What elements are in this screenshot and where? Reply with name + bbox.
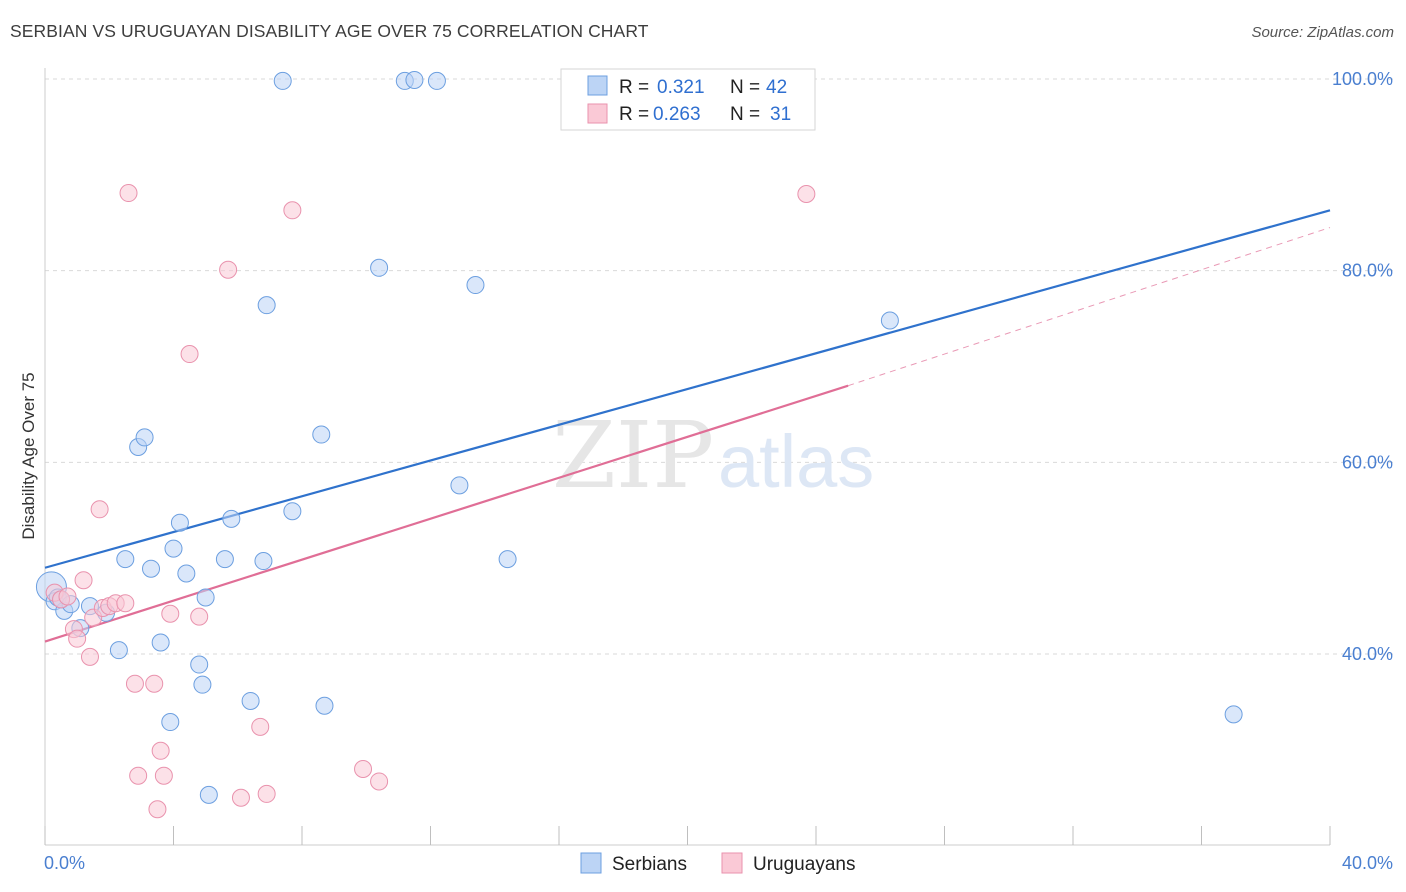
legend-series: Serbians Uruguayans xyxy=(580,852,855,875)
point-uruguayans xyxy=(74,571,93,590)
point-uruguayans xyxy=(125,674,144,693)
point-uruguayans xyxy=(180,345,199,364)
point-serbians xyxy=(135,428,154,447)
point-serbians xyxy=(370,258,389,277)
point-serbians xyxy=(450,476,469,495)
point-uruguayans xyxy=(219,260,238,279)
point-serbians xyxy=(161,713,180,732)
y-axis-label: Disability Age Over 75 xyxy=(19,372,38,539)
data-points xyxy=(35,70,1243,819)
point-uruguayans xyxy=(145,674,164,693)
point-uruguayans xyxy=(68,629,87,648)
legend-bottom-swatch-serbians xyxy=(580,852,602,874)
point-uruguayans xyxy=(148,800,167,819)
point-serbians xyxy=(257,296,276,315)
point-serbians xyxy=(880,311,899,330)
y-tick-label-100: 100.0% xyxy=(1332,69,1393,89)
point-uruguayans xyxy=(370,772,389,791)
legend-r-label-uruguayans: R = xyxy=(619,104,649,125)
point-serbians xyxy=(199,785,218,804)
point-serbians xyxy=(177,564,196,583)
legend-swatch-uruguayans xyxy=(587,103,608,124)
trend-line-uruguayans xyxy=(44,384,849,643)
grid-lines xyxy=(45,78,1393,655)
point-uruguayans xyxy=(283,201,302,220)
legend-r-value-uruguayans: 0.263 xyxy=(653,104,701,125)
point-serbians xyxy=(315,696,334,715)
point-uruguayans xyxy=(354,760,373,778)
point-serbians xyxy=(405,70,424,89)
legend-bottom-swatch-uruguayans xyxy=(721,852,743,874)
point-serbians xyxy=(215,550,234,569)
point-serbians xyxy=(196,588,215,607)
point-serbians xyxy=(498,550,517,569)
chart-title: SERBIAN VS URUGUAYAN DISABILITY AGE OVER… xyxy=(10,21,649,41)
point-serbians xyxy=(142,559,161,578)
point-uruguayans xyxy=(251,717,270,736)
axes xyxy=(44,68,1331,846)
point-serbians xyxy=(170,513,189,532)
point-serbians xyxy=(283,502,302,521)
legend-r-label-serbians: R = xyxy=(619,77,649,98)
point-uruguayans xyxy=(80,647,99,666)
point-uruguayans xyxy=(58,587,77,606)
point-uruguayans xyxy=(129,766,148,785)
point-serbians xyxy=(190,655,209,674)
watermark-atlas: atlas xyxy=(718,420,874,503)
y-tick-label-80: 80.0% xyxy=(1342,261,1393,281)
point-serbians xyxy=(193,675,212,694)
point-serbians xyxy=(1224,705,1243,724)
legend-bottom-label-uruguayans: Uruguayans xyxy=(753,854,855,875)
y-tick-labels: 40.0% 60.0% 80.0% 100.0% xyxy=(1332,69,1393,664)
point-uruguayans xyxy=(116,594,135,613)
point-uruguayans xyxy=(161,604,180,623)
point-uruguayans xyxy=(154,766,173,785)
point-serbians xyxy=(109,641,128,660)
point-serbians xyxy=(427,71,446,90)
legend-n-value-uruguayans: 31 xyxy=(770,104,791,125)
y-tick-label-40: 40.0% xyxy=(1342,644,1393,664)
legend-n-label-uruguayans: N = xyxy=(730,104,760,125)
point-serbians xyxy=(273,71,292,90)
y-tick-label-60: 60.0% xyxy=(1342,452,1393,472)
point-serbians xyxy=(241,691,260,710)
point-serbians xyxy=(116,550,135,569)
point-uruguayans xyxy=(257,784,276,803)
x-tick-label-max: 40.0% xyxy=(1342,853,1393,873)
source-label: Source: ZipAtlas.com xyxy=(1251,24,1394,41)
trend-line-serbians xyxy=(44,209,1331,569)
point-serbians xyxy=(312,425,331,444)
legend-n-value-serbians: 42 xyxy=(766,77,787,98)
point-serbians xyxy=(254,552,273,571)
point-uruguayans xyxy=(119,184,138,203)
point-uruguayans xyxy=(90,500,109,519)
trend-line-uruguayans-extrapolated xyxy=(847,227,1331,387)
legend-bottom-label-serbians: Serbians xyxy=(612,854,687,875)
legend-r-value-serbians: 0.321 xyxy=(657,77,705,98)
point-serbians xyxy=(466,276,485,295)
point-uruguayans xyxy=(797,185,816,203)
legend-n-label-serbians: N = xyxy=(730,77,760,98)
point-uruguayans xyxy=(190,607,209,626)
point-serbians xyxy=(222,509,241,528)
point-uruguayans xyxy=(231,788,250,807)
point-serbians xyxy=(151,633,170,652)
point-uruguayans xyxy=(151,741,170,760)
watermark-zip: ZIP xyxy=(552,402,714,509)
trend-lines xyxy=(44,209,1331,643)
x-tick-label-min: 0.0% xyxy=(44,853,85,873)
watermark: ZIP atlas xyxy=(552,402,874,509)
legend-swatch-serbians xyxy=(587,75,608,96)
point-serbians xyxy=(164,539,183,558)
legend-stats: R = 0.321 N = 42 R = 0.263 N = 31 xyxy=(560,68,816,131)
